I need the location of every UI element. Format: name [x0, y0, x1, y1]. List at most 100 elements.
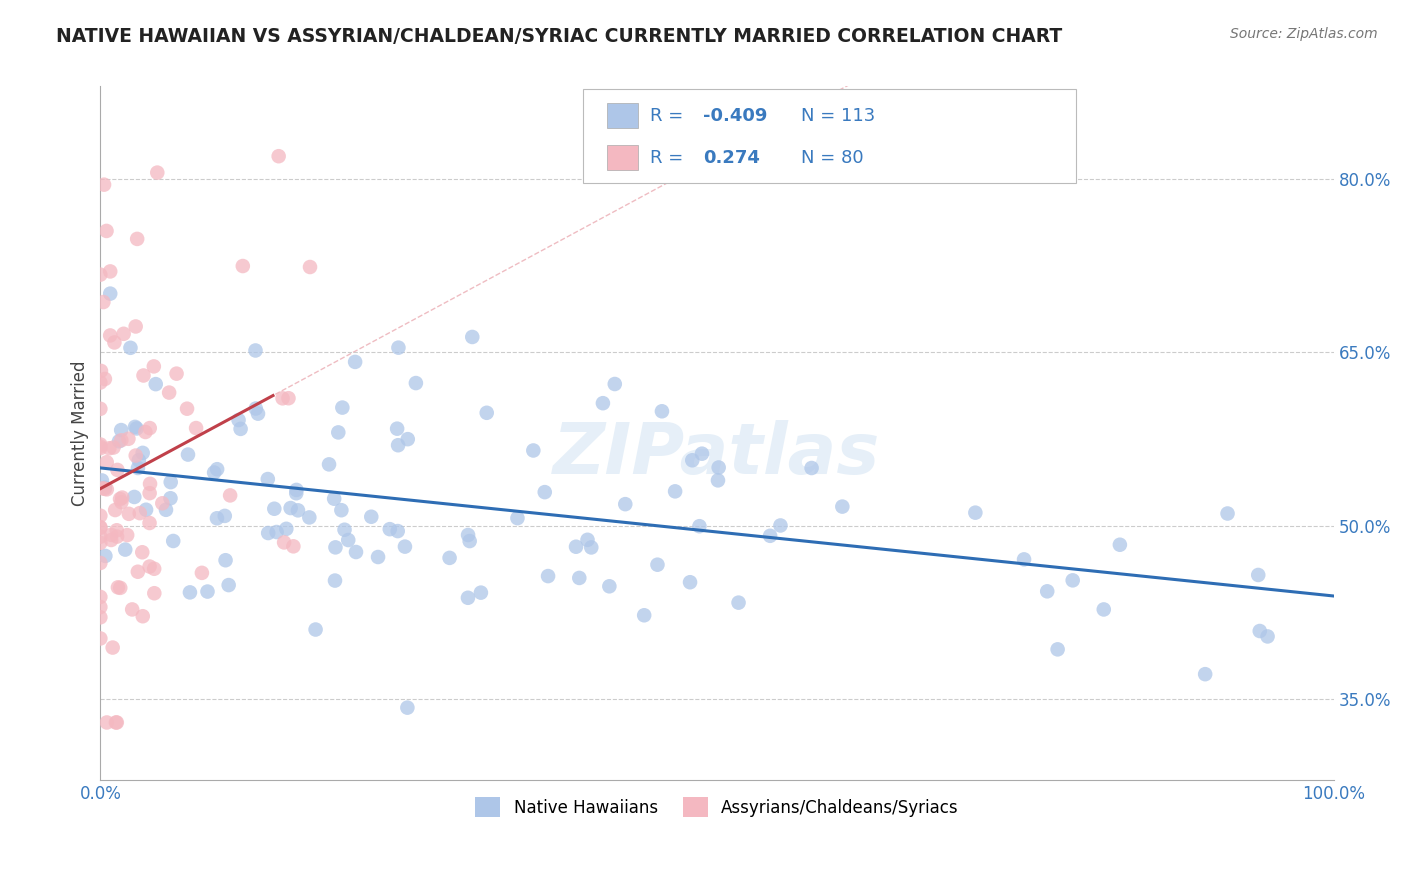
Point: [344, 545, 367, 559]
Y-axis label: Currently Married: Currently Married: [72, 360, 89, 506]
Point: [125, 319, 148, 334]
Text: N = 113: N = 113: [801, 107, 876, 125]
Point: [138, 516, 160, 530]
Point: [214, 553, 236, 567]
Point: [197, 584, 219, 599]
Point: [118, 507, 141, 521]
Point: [120, 341, 142, 355]
Point: [177, 448, 200, 462]
Point: [108, 434, 131, 449]
Point: [1257, 629, 1279, 643]
Point: [143, 562, 166, 576]
Point: [633, 608, 655, 623]
Point: [247, 407, 270, 421]
Point: [256, 472, 278, 486]
Point: [89, 632, 111, 646]
Point: [367, 549, 389, 564]
Point: [110, 434, 132, 448]
Point: [108, 491, 131, 506]
Point: [157, 385, 180, 400]
Point: [1249, 624, 1271, 638]
Point: [159, 491, 181, 506]
Text: 0.274: 0.274: [703, 149, 759, 167]
Point: [166, 367, 188, 381]
Point: [89, 441, 111, 455]
Point: [576, 533, 599, 547]
Point: [146, 166, 169, 180]
Point: [283, 539, 305, 553]
Point: [1036, 584, 1059, 599]
Point: [131, 545, 153, 559]
Point: [202, 466, 225, 480]
Point: [266, 524, 288, 539]
Point: [89, 556, 111, 570]
Point: [1062, 574, 1084, 588]
Point: [98, 264, 121, 278]
Point: [89, 376, 111, 390]
Point: [134, 425, 156, 439]
Point: [1046, 642, 1069, 657]
Point: [318, 458, 340, 472]
Point: [688, 519, 710, 533]
Point: [287, 503, 309, 517]
Point: [1092, 602, 1115, 616]
Point: [91, 481, 114, 495]
Point: [285, 486, 308, 500]
Point: [145, 377, 167, 392]
Point: [128, 453, 150, 467]
Point: [214, 508, 236, 523]
Point: [298, 510, 321, 524]
Point: [457, 591, 479, 605]
Point: [285, 483, 308, 497]
Point: [105, 715, 128, 730]
Point: [89, 437, 111, 451]
Point: [138, 559, 160, 574]
Point: [110, 495, 132, 509]
Point: [277, 391, 299, 405]
Point: [267, 149, 290, 163]
Point: [328, 425, 350, 440]
Point: [707, 474, 730, 488]
Point: [273, 535, 295, 549]
Point: [664, 484, 686, 499]
Point: [461, 330, 484, 344]
Text: R =: R =: [650, 149, 689, 167]
Point: [104, 503, 127, 517]
Point: [1012, 552, 1035, 566]
Point: [1194, 667, 1216, 681]
Point: [142, 359, 165, 374]
Point: [96, 455, 118, 469]
Point: [114, 542, 136, 557]
Point: [232, 259, 254, 273]
Point: [229, 422, 252, 436]
Point: [271, 392, 294, 406]
Point: [89, 521, 111, 535]
Point: [111, 491, 134, 505]
Point: [568, 571, 591, 585]
Point: [304, 623, 326, 637]
Text: Source: ZipAtlas.com: Source: ZipAtlas.com: [1230, 27, 1378, 41]
Point: [537, 569, 560, 583]
Point: [103, 441, 125, 455]
Point: [162, 533, 184, 548]
Point: [769, 518, 792, 533]
Point: [124, 420, 146, 434]
Point: [470, 585, 492, 599]
Point: [96, 483, 118, 497]
Legend: Native Hawaiians, Assyrians/Chaldeans/Syriacs: Native Hawaiians, Assyrians/Chaldeans/Sy…: [468, 790, 966, 824]
Point: [263, 501, 285, 516]
Text: NATIVE HAWAIIAN VS ASSYRIAN/CHALDEAN/SYRIAC CURRENTLY MARRIED CORRELATION CHART: NATIVE HAWAIIAN VS ASSYRIAN/CHALDEAN/SYR…: [56, 27, 1063, 45]
Point: [330, 503, 353, 517]
Point: [533, 485, 555, 500]
Point: [94, 372, 117, 386]
Point: [94, 549, 117, 563]
Point: [245, 343, 267, 358]
Point: [128, 506, 150, 520]
Point: [831, 500, 853, 514]
Point: [112, 326, 135, 341]
Point: [139, 421, 162, 435]
Point: [387, 341, 409, 355]
Point: [276, 522, 298, 536]
Point: [159, 475, 181, 490]
Point: [323, 574, 346, 588]
